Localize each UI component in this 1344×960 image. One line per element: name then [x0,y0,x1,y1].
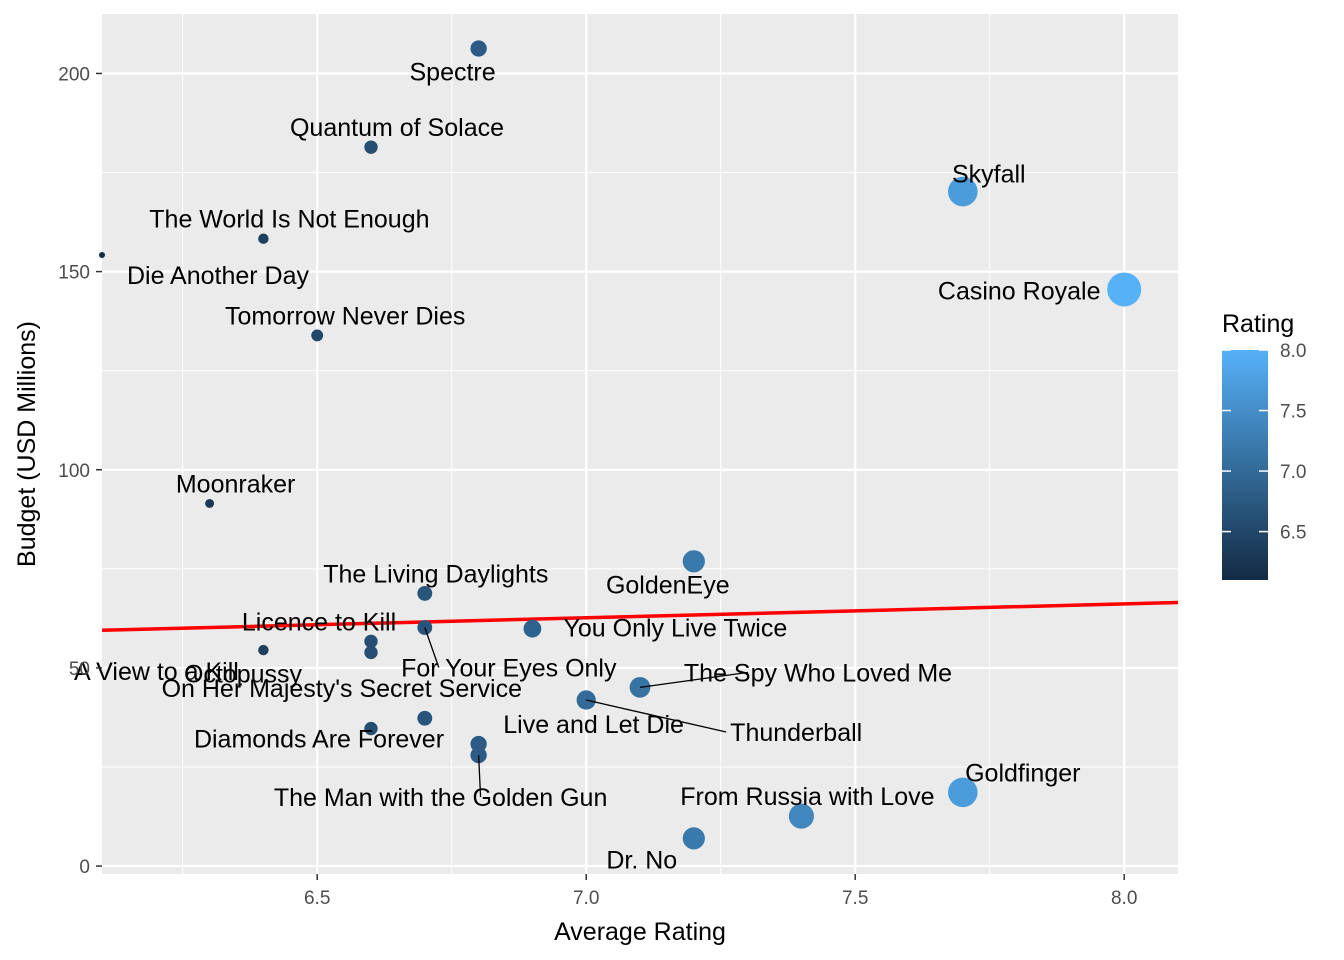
trend-line [101,600,1179,633]
point-label: Dr. No [606,846,677,874]
y-tick-label: 200 [58,64,90,85]
data-point [311,329,324,342]
data-point [470,40,487,57]
data-point [1107,272,1142,307]
y-tick-label: 100 [58,461,90,482]
data-point [788,803,814,829]
legend-tick-label: 7.5 [1280,402,1306,423]
y-tick-label: 150 [58,263,90,284]
minor-gridlines [102,14,1178,874]
point-label: Goldfinger [965,759,1080,787]
y-axis-title: Budget (USD Millions) [13,321,41,567]
point-label: The Spy Who Loved Me [684,659,952,687]
point-label: A View to a Kill [74,658,239,686]
data-point [364,721,378,736]
data-point [205,498,215,508]
point-label: You Only Live Twice [564,615,788,643]
legend-tick-label: 6.5 [1280,523,1306,544]
legend-ticks: 6.5 7.0 7.5 8.0 [1222,341,1306,544]
point-label: The Living Daylights [323,560,548,588]
point-label: Tomorrow Never Dies [225,302,465,330]
y-axis: 0 50 100 150 200 [58,64,102,878]
legend-tick-label: 7.0 [1280,462,1306,483]
point-label: On Her Majesty's Secret Service [162,675,522,703]
point-label: Spectre [410,58,496,86]
data-point [258,233,269,244]
point-label: The Man with the Golden Gun [274,784,608,812]
label-leader-line [586,699,727,733]
data-point [364,140,378,154]
data-point [417,620,433,635]
data-point [364,634,378,649]
point-label: The World Is Not Enough [149,206,429,234]
x-tick-label: 8.0 [1111,888,1137,909]
trend-line-group [101,600,1179,633]
data-point [258,644,269,656]
point-label: For Your Eyes Only [401,654,617,682]
legend-title: Rating [1222,310,1294,338]
point-label: From Russia with Love [680,783,934,811]
point-label: Skyfall [952,161,1026,189]
legend-colorbar [1222,350,1268,580]
legend-tick-label: 8.0 [1280,341,1306,362]
data-point [948,176,978,207]
x-tick-label: 7.5 [842,888,868,909]
x-axis: 6.5 7.0 7.5 8.0 [304,874,1137,909]
data-point [364,645,378,660]
point-label: Quantum of Solace [290,114,504,142]
data-point [523,619,542,638]
label-leader-line [424,627,440,668]
points-group [99,40,1142,850]
data-point [682,827,705,850]
point-label: Die Another Day [127,262,310,290]
label-leader-line [639,671,749,688]
point-label: Licence to Kill [242,608,396,636]
point-label: Live and Let Die [503,711,684,739]
y-tick-label: 0 [79,857,90,878]
x-axis-title: Average Rating [554,918,726,946]
color-legend: Rating 6.5 7.0 7.5 8.0 [1222,310,1306,580]
point-labels-group: Dr. No From Russia with Love Goldfinger Thu… [74,58,1101,874]
panel-background [102,14,1178,874]
point-label: Thunderball [730,719,862,747]
y-tick-label: 50 [69,659,90,680]
x-tick-label: 7.0 [573,888,599,909]
data-point [417,585,433,601]
data-point [682,550,705,573]
data-point [948,777,978,808]
x-tick-label: 6.5 [304,888,330,909]
point-label: Moonraker [176,470,296,498]
data-point [99,251,105,258]
label-leader-lines [424,627,749,798]
major-gridlines [102,14,1178,874]
point-label: GoldenEye [606,571,730,599]
data-point [417,710,433,726]
point-label: Diamonds Are Forever [194,726,444,754]
point-label: Octopussy [184,660,303,688]
label-leader-line [477,755,482,798]
point-label: Casino Royale [938,277,1101,305]
